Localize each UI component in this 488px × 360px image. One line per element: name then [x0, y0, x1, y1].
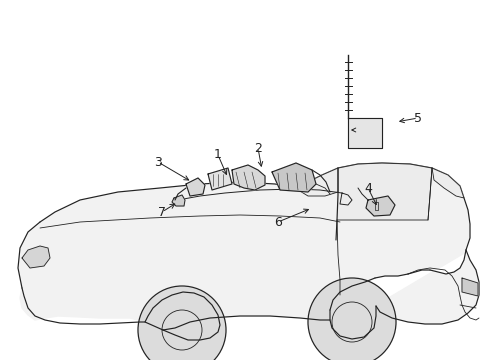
Text: 6: 6 — [273, 216, 282, 229]
Text: 1: 1 — [214, 148, 222, 162]
Circle shape — [138, 286, 225, 360]
Polygon shape — [365, 196, 394, 216]
Polygon shape — [271, 163, 315, 192]
Text: 3: 3 — [154, 156, 162, 168]
Text: 5: 5 — [413, 112, 421, 125]
Polygon shape — [185, 178, 204, 196]
Polygon shape — [347, 118, 381, 148]
Polygon shape — [172, 195, 184, 206]
Text: 2: 2 — [254, 141, 262, 154]
Polygon shape — [207, 168, 231, 190]
Text: 4: 4 — [364, 181, 371, 194]
Circle shape — [307, 278, 395, 360]
Polygon shape — [294, 168, 337, 196]
Polygon shape — [231, 165, 264, 190]
Polygon shape — [22, 246, 50, 268]
Polygon shape — [431, 168, 463, 198]
Polygon shape — [18, 163, 478, 339]
Text: 7: 7 — [158, 206, 165, 219]
Polygon shape — [336, 163, 431, 220]
Polygon shape — [461, 278, 477, 296]
